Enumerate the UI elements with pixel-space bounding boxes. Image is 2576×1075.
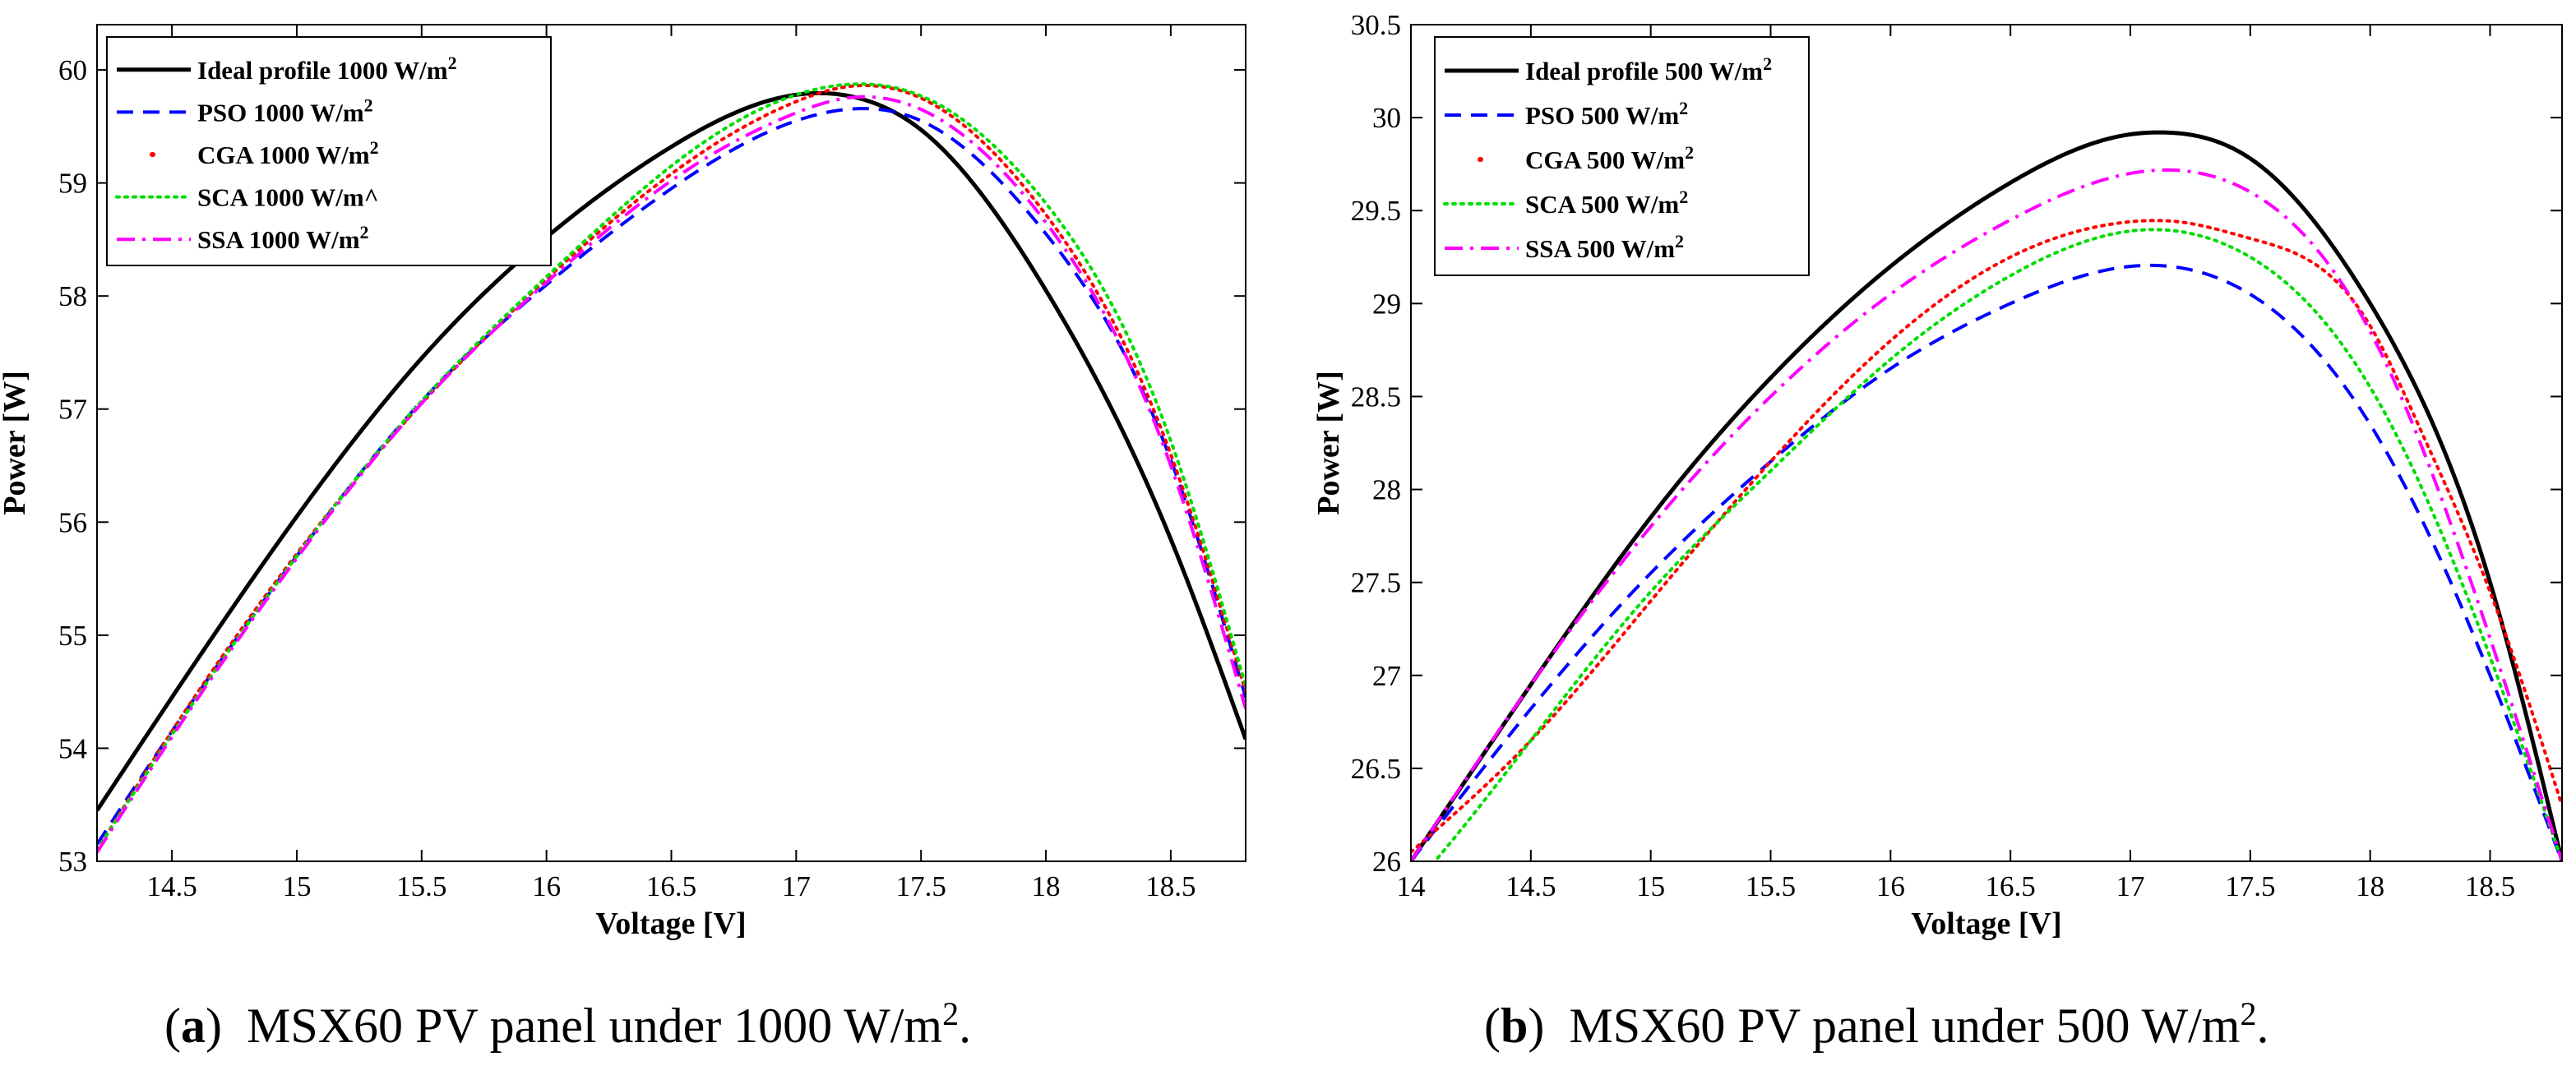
caption-a-text: MSX60 PV panel under 1000 W/m [246, 999, 943, 1053]
y-tick-label: 57 [58, 394, 87, 426]
axes-frame [1410, 24, 2563, 862]
legend-label: SSA 1000 W/m2 [197, 222, 369, 254]
y-tick-label: 27 [1372, 660, 1401, 692]
x-tick-label: 15.5 [396, 870, 446, 902]
y-tick-label: 58 [58, 280, 87, 312]
figure: 14.5 15 15.5 16 16.5 17 17.5 18 18.5 53 54 55 56 57 58… [0, 9, 2563, 941]
y-tick-label: 55 [58, 620, 87, 652]
caption-b-text: MSX60 PV panel under 500 W/m [1569, 999, 2241, 1053]
y-tick-label: 53 [58, 846, 87, 878]
x-tick-label: 16.5 [1986, 870, 2036, 902]
x-tick-label: 18 [1032, 870, 1061, 902]
legend: Ideal profile 500 W/m2 PSO 500 W/m2 CGA 50… [1434, 36, 1810, 276]
y-tick-label: 54 [58, 732, 87, 764]
series-line-0 [1411, 130, 2562, 861]
x-tick-label: 14 [1397, 870, 1426, 902]
series-line-3 [97, 82, 1246, 852]
caption-b: (b) MSX60 PV panel under 500 W/m2. [1484, 995, 2269, 1053]
caption-b-sup: 2 [2240, 995, 2257, 1032]
x-tick-label: 15.5 [1746, 870, 1796, 902]
legend-box [1434, 36, 1810, 276]
x-tick-label: 18.5 [2465, 870, 2515, 902]
y-tick-label: 60 [58, 54, 87, 86]
x-tick-label: 18.5 [1145, 870, 1196, 902]
y-tick-label: 28 [1372, 474, 1401, 506]
legend-label: CGA 500 W/m2 [1525, 142, 1694, 174]
x-tick-label: 17.5 [2225, 870, 2275, 902]
legend-label: CGA 1000 W/m2 [197, 137, 379, 169]
x-tick-label: 16.5 [646, 870, 696, 902]
x-tick-label: 16 [532, 870, 561, 902]
x-axis-label: Voltage [V] [1911, 907, 2061, 941]
series-line-2 [97, 84, 1246, 852]
y-tick-label: 29.5 [1351, 195, 1401, 227]
series-group [1411, 130, 2562, 861]
x-tick-label: 15 [1636, 870, 1665, 902]
y-tick-label: 56 [58, 506, 87, 538]
caption-a-letter: a [180, 999, 206, 1053]
x-tick-label: 14.5 [1505, 870, 1556, 902]
series-line-2 [1411, 219, 2562, 854]
series-line-4 [1411, 168, 2562, 861]
x-tick-label: 17 [782, 870, 811, 902]
y-tick-label: 26.5 [1351, 753, 1401, 785]
y-tick-label: 30.5 [1351, 9, 1401, 41]
x-tick-label: 18 [2356, 870, 2384, 902]
y-tick-label: 30 [1372, 102, 1401, 134]
y-tick-label: 28.5 [1351, 381, 1401, 413]
legend-label: PSO 500 W/m2 [1525, 98, 1688, 130]
y-tick-label: 29 [1372, 288, 1401, 320]
series-group [97, 82, 1246, 854]
legend-label: SCA 500 W/m2 [1525, 187, 1688, 219]
legend-label: SCA 1000 W/m^ [197, 183, 379, 212]
series-line-1 [97, 107, 1246, 846]
legend-label: PSO 1000 W/m2 [197, 95, 373, 127]
legend-box [106, 36, 552, 266]
x-tick-label: 17 [2116, 870, 2145, 902]
legend-label: Ideal profile 1000 W/m2 [197, 53, 457, 85]
chart-a: 14.5 15 15.5 16 16.5 17 17.5 18 18.5 53 54 55 56 57 58… [0, 24, 1246, 941]
x-tick-label: 16 [1876, 870, 1905, 902]
legend: Ideal profile 1000 W/m2 PSO 1000 W/m2 CGA … [106, 36, 552, 266]
caption-a: (a) MSX60 PV panel under 1000 W/m2. [164, 995, 972, 1053]
chart-b: 14 14.5 15 15.5 16 16.5 17 17.5 18 18.5 26 26.5 27 27… [1311, 9, 2563, 941]
x-tick-label: 15 [282, 870, 311, 902]
series-line-0 [97, 90, 1246, 812]
x-tick-label: 17.5 [896, 870, 946, 902]
y-axis-label: Power [W] [1311, 371, 1346, 515]
y-tick-label: 59 [58, 168, 87, 200]
series-line-1 [1411, 263, 2562, 861]
caption-a-sup: 2 [942, 995, 960, 1032]
x-tick-label: 14.5 [146, 870, 197, 902]
x-axis-label: Voltage [V] [595, 907, 746, 941]
series-line-4 [97, 95, 1246, 854]
y-axis-label: Power [W] [0, 371, 32, 515]
caption-b-letter: b [1500, 999, 1528, 1053]
y-tick-label: 26 [1372, 846, 1401, 878]
legend-label: Ideal profile 500 W/m2 [1525, 53, 1772, 85]
series-line-3 [1432, 228, 2562, 861]
y-tick-label: 27.5 [1351, 567, 1401, 599]
legend-label: SSA 500 W/m2 [1525, 231, 1684, 263]
